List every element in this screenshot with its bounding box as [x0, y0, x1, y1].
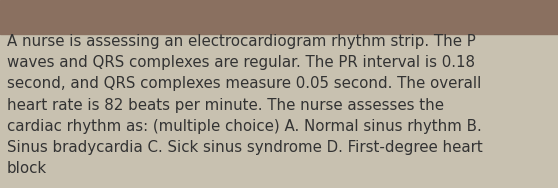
Text: A nurse is assessing an electrocardiogram rhythm strip. The P
waves and QRS comp: A nurse is assessing an electrocardiogra… — [7, 34, 483, 176]
Bar — [0, 0, 558, 34]
